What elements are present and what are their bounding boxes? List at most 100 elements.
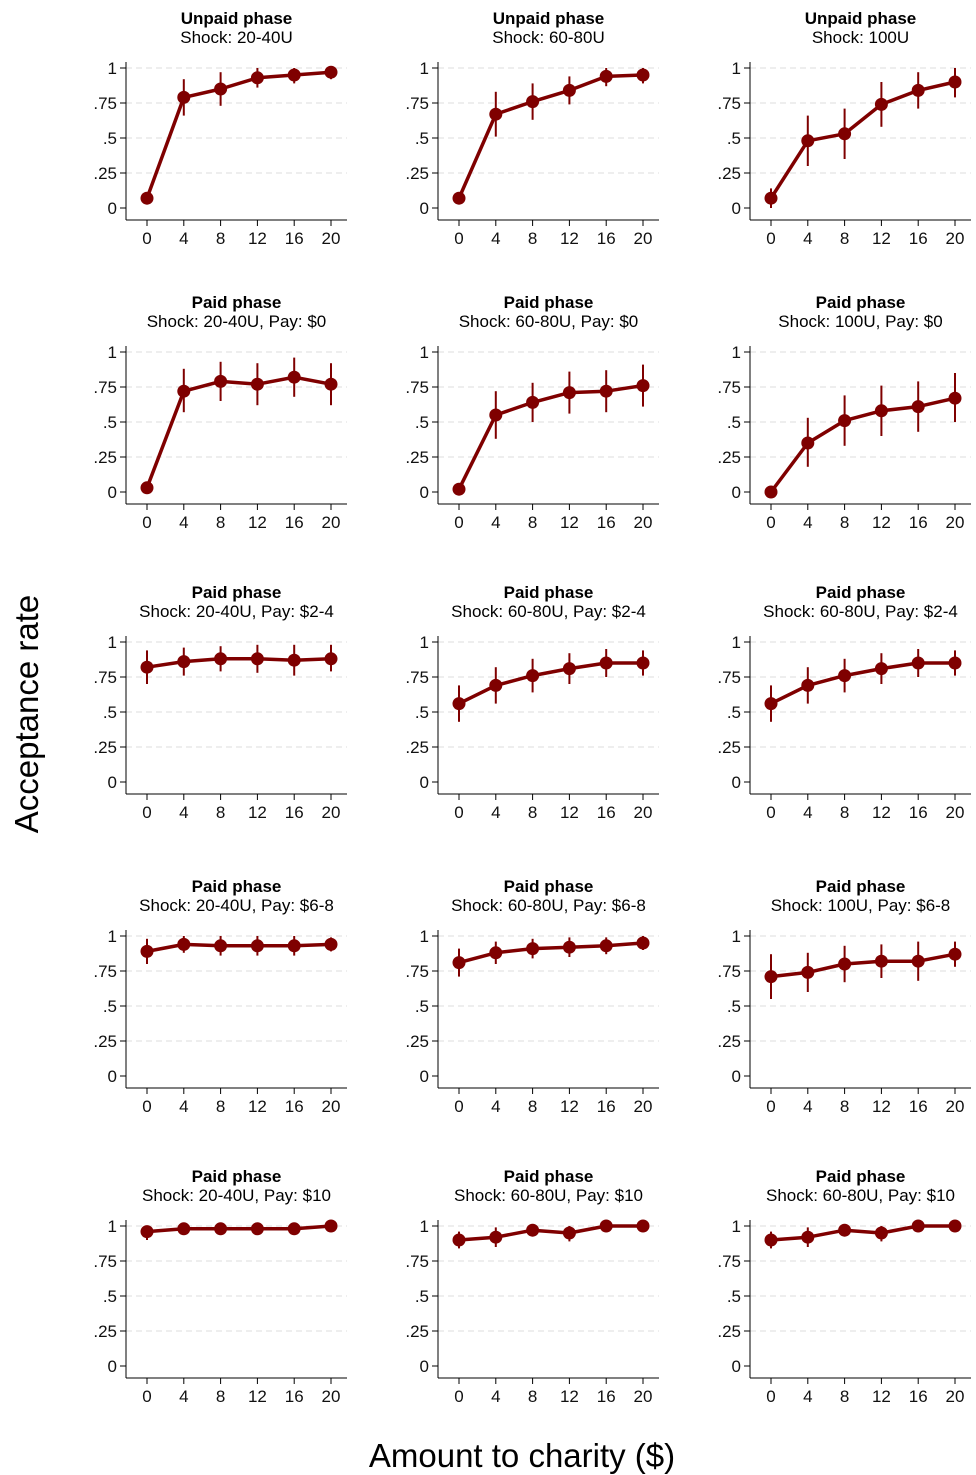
y-tick-label: .5	[103, 413, 117, 432]
data-point	[452, 697, 466, 711]
data-point	[911, 954, 925, 968]
panel-title: Paid phase	[504, 1167, 594, 1186]
y-tick-label: .75	[405, 962, 429, 981]
y-tick-label: .75	[93, 378, 117, 397]
x-tick-label: 8	[216, 229, 225, 248]
x-tick-label: 20	[322, 803, 341, 822]
x-tick-label: 20	[946, 229, 965, 248]
data-point	[177, 90, 191, 104]
y-tick-label: 1	[420, 633, 429, 652]
series-line	[770, 661, 955, 706]
data-point	[874, 954, 888, 968]
y-tick-label: 1	[420, 1217, 429, 1236]
x-tick-label: 0	[454, 1387, 463, 1406]
panel-subtitle: Shock: 20-40U, Pay: $2-4	[139, 602, 334, 621]
panel-title: Unpaid phase	[181, 9, 292, 28]
y-tick-label: 0	[732, 1067, 741, 1086]
x-tick-label: 4	[179, 229, 188, 248]
y-tick-label: 0	[420, 773, 429, 792]
y-tick-label: .75	[717, 1252, 741, 1271]
y-tick-label: 0	[108, 1067, 117, 1086]
panel-subtitle: Shock: 60-80U, Pay: $2-4	[763, 602, 958, 621]
data-point	[911, 400, 925, 414]
data-point	[838, 127, 852, 141]
series-line	[769, 80, 956, 200]
data-point	[140, 481, 154, 495]
y-tick-label: .25	[93, 738, 117, 757]
data-point	[526, 95, 540, 109]
panel-title: Paid phase	[504, 583, 594, 602]
x-tick-label: 20	[322, 229, 341, 248]
y-tick-label: .75	[717, 94, 741, 113]
y-tick-label: 0	[108, 773, 117, 792]
panel-title: Paid phase	[816, 583, 906, 602]
panel-title: Paid phase	[192, 293, 282, 312]
data-point	[214, 652, 228, 666]
data-point	[636, 68, 650, 82]
y-tick-label: .5	[103, 703, 117, 722]
data-point	[214, 82, 228, 96]
series-line	[770, 1224, 955, 1242]
data-point	[140, 1225, 154, 1239]
y-tick-label: .25	[93, 448, 117, 467]
y-tick-label: 0	[108, 483, 117, 502]
data-point	[452, 1233, 466, 1247]
data-point	[287, 370, 301, 384]
x-axis-title: Amount to charity ($)	[369, 1437, 675, 1474]
y-tick-label: 0	[420, 199, 429, 218]
data-point	[764, 970, 778, 984]
y-tick-label: 1	[420, 59, 429, 78]
panel-title: Unpaid phase	[493, 9, 604, 28]
x-tick-label: 16	[909, 803, 928, 822]
panel-subtitle: Shock: 60-80U, Pay: $10	[454, 1186, 643, 1205]
x-tick-label: 20	[322, 513, 341, 532]
y-tick-label: 1	[732, 927, 741, 946]
series-line	[145, 375, 332, 489]
x-tick-label: 4	[491, 1097, 500, 1116]
panel-title: Paid phase	[504, 877, 594, 896]
x-tick-label: 12	[560, 513, 579, 532]
y-tick-label: 0	[732, 773, 741, 792]
series-line	[458, 661, 643, 706]
data-point	[489, 946, 503, 960]
data-point	[948, 947, 962, 961]
series-line	[769, 396, 956, 494]
y-tick-label: 1	[108, 633, 117, 652]
x-tick-label: 20	[634, 803, 653, 822]
y-tick-label: .25	[405, 738, 429, 757]
series-line	[770, 952, 956, 979]
y-tick-label: 1	[108, 343, 117, 362]
x-tick-label: 20	[634, 1097, 653, 1116]
y-tick-label: 1	[732, 59, 741, 78]
y-tick-label: .5	[415, 997, 429, 1016]
data-point	[801, 965, 815, 979]
y-tick-label: .75	[93, 1252, 117, 1271]
y-tick-label: 0	[108, 199, 117, 218]
panel-title: Paid phase	[504, 293, 594, 312]
data-point	[250, 939, 264, 953]
data-point	[214, 374, 228, 388]
data-point	[324, 652, 338, 666]
data-point	[874, 662, 888, 676]
panel-subtitle: Shock: 20-40U, Pay: $6-8	[139, 896, 334, 915]
x-tick-label: 20	[634, 1387, 653, 1406]
x-tick-label: 12	[560, 1097, 579, 1116]
y-tick-label: 0	[420, 1357, 429, 1376]
y-tick-label: .25	[93, 164, 117, 183]
y-tick-label: .5	[103, 997, 117, 1016]
data-point	[636, 1219, 650, 1233]
x-tick-label: 16	[597, 513, 616, 532]
data-point	[764, 1233, 778, 1247]
y-tick-label: 1	[108, 1217, 117, 1236]
series-line	[146, 657, 332, 669]
data-point	[324, 65, 338, 79]
x-tick-label: 16	[597, 1097, 616, 1116]
